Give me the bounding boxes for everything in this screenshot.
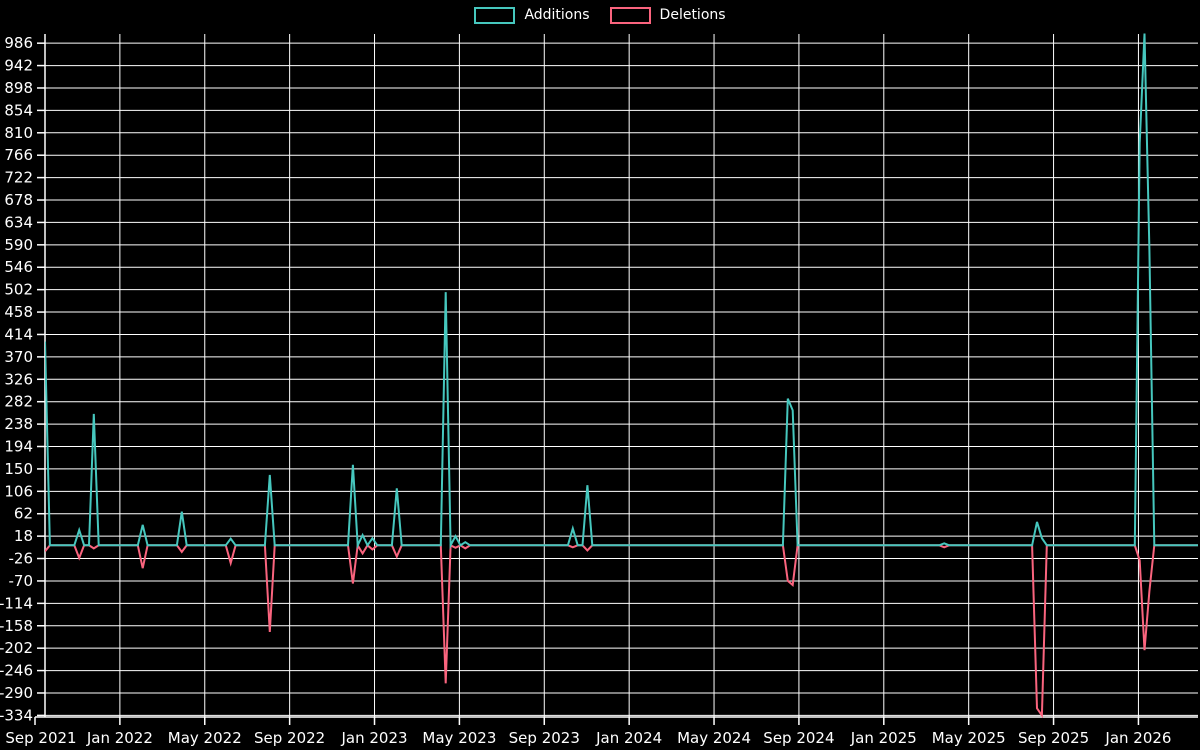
legend-label-deletions: Deletions — [659, 7, 726, 23]
y-tick-label: -334 — [0, 706, 33, 724]
y-tick-label: 458 — [4, 303, 33, 321]
y-tick-label: 898 — [4, 79, 33, 97]
x-tick-label: Sep 2021 — [5, 729, 76, 747]
y-tick-label: -158 — [0, 617, 33, 635]
y-tick-label: 942 — [4, 57, 33, 75]
y-tick-label: 678 — [4, 191, 33, 209]
x-tick-label: Jan 2026 — [1104, 729, 1171, 747]
x-gridlines — [119, 34, 1139, 717]
y-tick-label: -290 — [0, 684, 33, 702]
x-tick-label: Sep 2022 — [254, 729, 325, 747]
y-tick-label: -246 — [0, 662, 33, 680]
x-tick-label: Sep 2023 — [509, 729, 580, 747]
y-tick-label: 634 — [4, 213, 33, 231]
y-tick-label: 18 — [14, 527, 33, 545]
x-tick-labels: Sep 2021 Jan 2022 May 2022 Sep 2022 Jan 2023… — [5, 729, 1171, 747]
y-tick-label: 502 — [4, 281, 33, 299]
y-tick-label: -202 — [0, 639, 33, 657]
chart-legend: Additions Deletions — [0, 6, 1200, 24]
y-tick-label: 150 — [4, 460, 33, 478]
x-tick-label: Jan 2025 — [850, 729, 917, 747]
x-tick-label: May 2023 — [422, 729, 496, 747]
y-tick-label: 546 — [4, 258, 33, 276]
legend-item-deletions: Deletions — [609, 6, 726, 24]
x-tickmarks — [34, 717, 1140, 725]
y-tick-label: 106 — [4, 482, 33, 500]
additions-swatch-icon — [474, 6, 516, 24]
y-tick-label: 590 — [4, 236, 33, 254]
y-tick-label: 282 — [4, 393, 33, 411]
y-tick-label: 854 — [4, 101, 33, 119]
y-tick-label: 414 — [4, 325, 33, 343]
x-tick-label: Jan 2023 — [340, 729, 407, 747]
y-tick-label: 62 — [14, 505, 33, 523]
x-tick-label: Sep 2024 — [763, 729, 834, 747]
y-tick-label: 194 — [4, 438, 33, 456]
x-tick-label: Jan 2024 — [595, 729, 662, 747]
x-tick-label: May 2024 — [677, 729, 751, 747]
x-tick-label: May 2022 — [168, 729, 242, 747]
y-tick-label: -114 — [0, 594, 33, 612]
y-tick-label: -26 — [9, 550, 34, 568]
y-tickmarks — [37, 42, 45, 717]
x-tick-label: Sep 2025 — [1018, 729, 1089, 747]
y-tick-label: 766 — [4, 146, 33, 164]
y-tick-label: 238 — [4, 415, 33, 433]
additions-line — [45, 33, 1198, 550]
y-tick-label: 326 — [4, 370, 33, 388]
legend-item-additions: Additions — [474, 6, 590, 24]
y-tick-label: -70 — [9, 572, 34, 590]
y-tick-label: 722 — [4, 169, 33, 187]
y-tick-labels: 986 942 898 854 810 766 722 678 634 590 546 502 458 4… — [0, 34, 33, 724]
y-tick-label: 986 — [4, 34, 33, 52]
y-gridlines — [45, 42, 1198, 716]
x-tick-label: May 2025 — [932, 729, 1006, 747]
x-tick-label: Jan 2022 — [86, 729, 153, 747]
y-tick-label: 370 — [4, 348, 33, 366]
deletions-line — [45, 542, 1198, 718]
deletions-swatch-icon — [609, 6, 651, 24]
legend-label-additions: Additions — [524, 7, 590, 23]
y-tick-label: 810 — [4, 124, 33, 142]
